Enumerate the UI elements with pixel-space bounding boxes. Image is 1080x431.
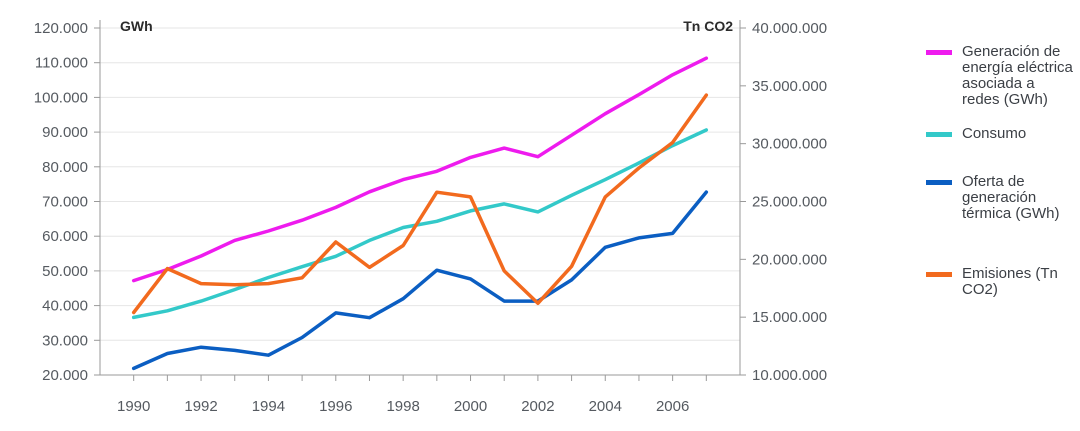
left-tick-label: 20.000 (42, 367, 88, 384)
series-lines (131, 56, 709, 371)
x-tick-label: 1994 (252, 398, 285, 415)
x-tick-label: 1998 (386, 398, 419, 415)
axes (99, 20, 741, 376)
legend-item-consumo: Consumo (926, 126, 1076, 174)
legend-item-oferta-termica: Oferta de generación térmica (GWh) (926, 174, 1076, 266)
legend: Generación de energía eléctrica asociada… (926, 44, 1076, 306)
legend-swatch-generacion (926, 50, 952, 55)
x-tick-label: 2006 (656, 398, 689, 415)
x-tick-label: 1990 (117, 398, 150, 415)
left-tick-label: 70.000 (42, 194, 88, 211)
series-line-1 (131, 128, 709, 320)
right-tick-label: 10.000.000 (752, 367, 827, 384)
right-tick-label: 40.000.000 (752, 20, 827, 37)
series-line-0 (131, 56, 709, 283)
series-line-3 (131, 93, 709, 315)
left-tick-label: 40.000 (42, 298, 88, 315)
x-tick-label: 1992 (184, 398, 217, 415)
right-tick-label: 30.000.000 (752, 136, 827, 153)
right-tick-label: 20.000.000 (752, 251, 827, 268)
left-axis-ticks: 20.000 30.000 40.000 50.000 60.000 70.000 80.0… (34, 20, 100, 384)
gridlines (100, 27, 740, 376)
x-tick-label: 2004 (589, 398, 622, 415)
left-tick-label: 30.000 (42, 332, 88, 349)
legend-label-generacion: Generación de energía eléctrica asociada… (962, 43, 1073, 108)
legend-swatch-oferta-termica (926, 180, 952, 185)
left-tick-label: 120.000 (34, 20, 88, 37)
left-axis-unit-label: GWh (120, 18, 153, 34)
left-tick-label: 80.000 (42, 159, 88, 176)
left-tick-label: 100.000 (34, 89, 88, 106)
x-tick-label: 1996 (319, 398, 352, 415)
right-tick-label: 25.000.000 (752, 194, 827, 211)
legend-item-generacion: Generación de energía eléctrica asociada… (926, 44, 1076, 126)
series-line-2 (131, 190, 709, 371)
legend-label-oferta-termica: Oferta de generación térmica (GWh) (962, 173, 1060, 222)
x-tick-label: 2000 (454, 398, 487, 415)
left-tick-label: 60.000 (42, 228, 88, 245)
right-tick-label: 15.000.000 (752, 309, 827, 326)
legend-label-emisiones: Emisiones (Tn CO2) (962, 265, 1058, 298)
legend-swatch-consumo (926, 132, 952, 137)
right-axis-ticks: 10.000.000 15.000.000 20.000.000 25.000.000… (740, 20, 827, 384)
right-tick-label: 35.000.000 (752, 78, 827, 95)
left-tick-label: 90.000 (42, 124, 88, 141)
legend-label-consumo: Consumo (962, 125, 1027, 142)
x-tick-label: 2002 (521, 398, 554, 415)
legend-item-emisiones: Emisiones (Tn CO2) (926, 266, 1076, 306)
left-tick-label: 50.000 (42, 263, 88, 280)
legend-swatch-emisiones (926, 272, 952, 277)
left-tick-label: 110.000 (35, 55, 88, 72)
x-axis-ticks: 1990 1992 1994 1996 1998 2000 2002 2004 2006 (117, 375, 707, 415)
right-axis-unit-label: Tn CO2 (683, 18, 733, 34)
